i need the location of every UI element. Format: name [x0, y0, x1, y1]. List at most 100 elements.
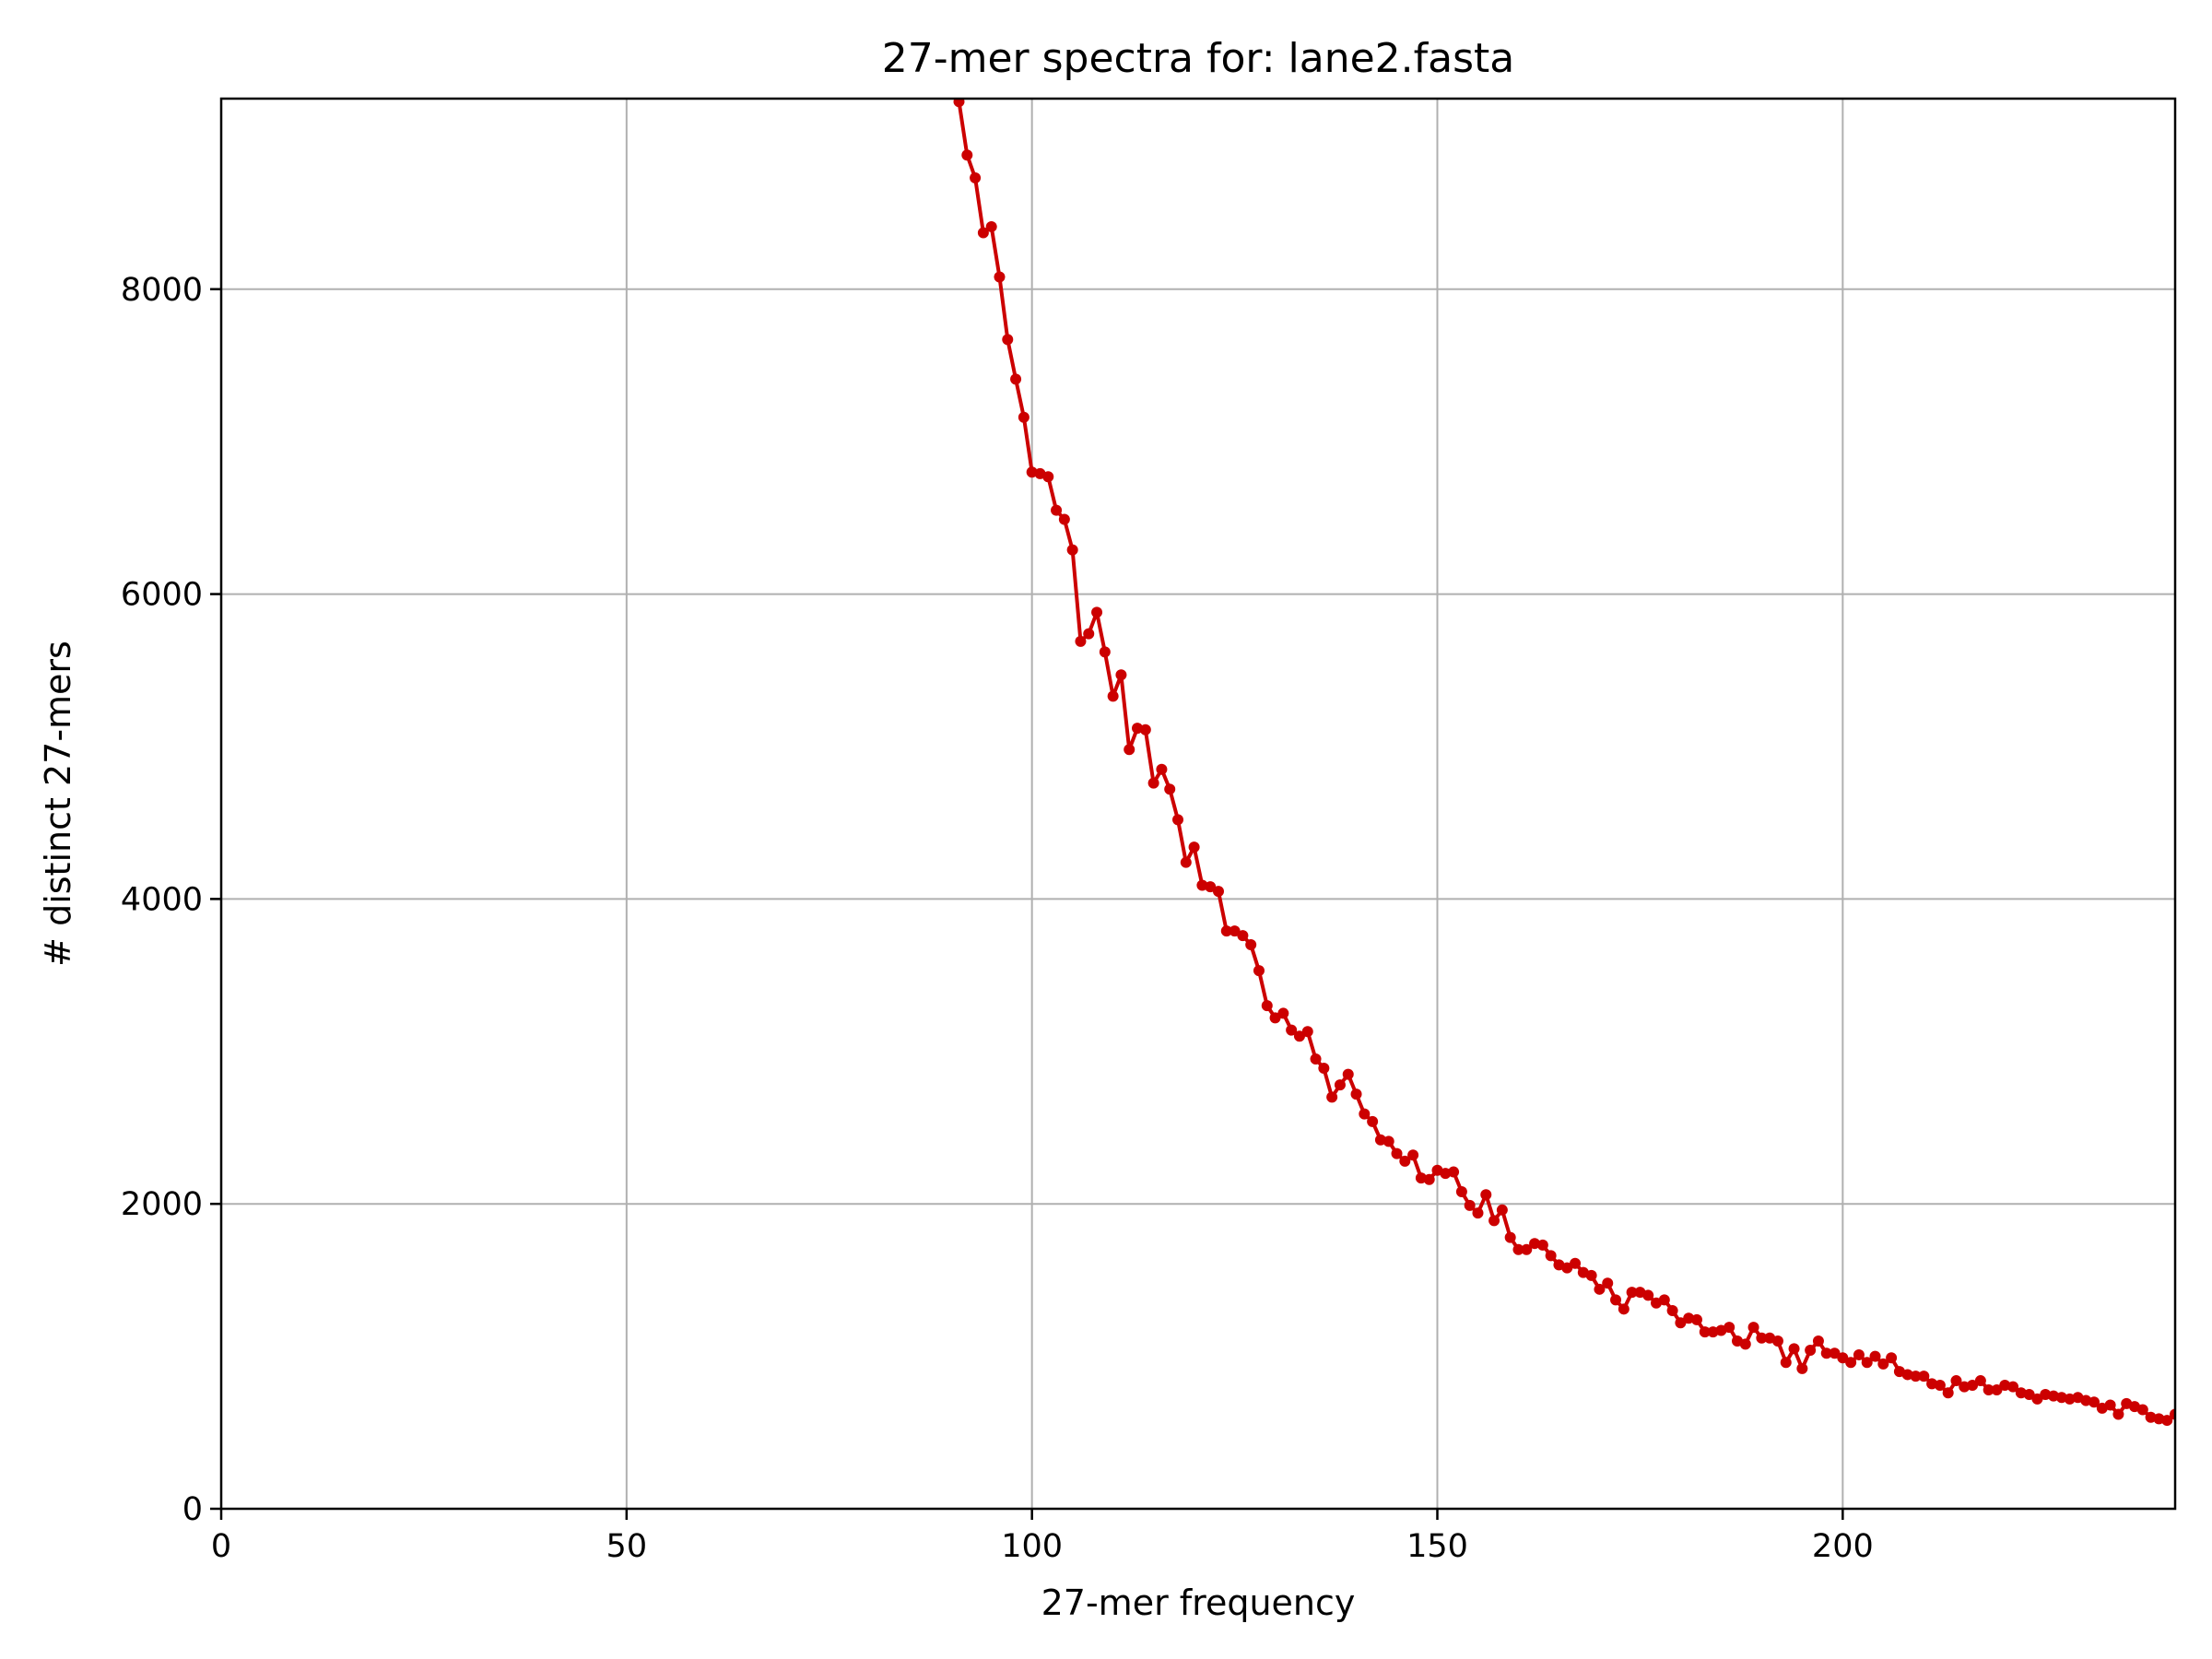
data-point	[1042, 471, 1054, 483]
data-point	[1950, 1375, 1962, 1387]
data-point	[1845, 1357, 1857, 1369]
data-point	[1066, 544, 1078, 556]
data-point	[1164, 783, 1176, 795]
data-point	[1147, 777, 1159, 789]
data-point	[2161, 1415, 2173, 1427]
data-point	[1407, 1149, 1419, 1161]
data-point	[1253, 965, 1265, 977]
data-point	[2136, 1404, 2148, 1416]
series-group	[953, 99, 2175, 1427]
data-point	[1350, 1088, 1362, 1100]
data-point	[1853, 1348, 1865, 1360]
data-point	[1423, 1173, 1435, 1185]
x-tick-label: 0	[211, 1528, 231, 1565]
data-point	[1115, 669, 1127, 681]
data-point	[1837, 1352, 1849, 1364]
data-point	[1334, 1079, 1346, 1091]
data-point	[1570, 1257, 1582, 1269]
data-point	[1536, 1239, 1548, 1251]
data-point	[1107, 690, 1119, 702]
data-point	[1326, 1091, 1338, 1103]
chart-title: 27-mer spectra for: lane2.fasta	[882, 35, 1515, 82]
data-point	[1739, 1338, 1751, 1350]
data-point	[1788, 1343, 1800, 1355]
data-point	[1229, 925, 1241, 937]
data-point	[1561, 1262, 1573, 1274]
data-point	[1342, 1068, 1354, 1080]
data-point	[1771, 1335, 1783, 1347]
y-tick-label: 0	[182, 1491, 203, 1528]
y-tick-label: 8000	[121, 272, 203, 309]
data-point	[1918, 1371, 1930, 1382]
data-point	[1261, 1000, 1273, 1012]
data-point	[1002, 334, 1014, 346]
data-point	[2023, 1388, 2035, 1400]
data-point	[2112, 1408, 2124, 1420]
data-point	[1269, 1012, 1281, 1024]
data-point	[1690, 1313, 1702, 1325]
data-point	[1496, 1204, 1508, 1216]
data-point	[1448, 1166, 1460, 1178]
data-point	[1018, 411, 1030, 423]
data-point	[985, 220, 997, 232]
data-point	[1724, 1322, 1735, 1334]
data-point	[1180, 856, 1192, 868]
data-point	[1983, 1383, 1994, 1395]
data-point	[1796, 1362, 1808, 1374]
data-point	[1780, 1357, 1792, 1369]
data-point	[1293, 1030, 1305, 1042]
data-point	[994, 271, 1006, 283]
plot-frame	[219, 97, 2177, 1511]
data-point	[1812, 1335, 1824, 1347]
data-point	[1464, 1199, 1476, 1211]
x-axis-label: 27-mer frequency	[1041, 1583, 1356, 1623]
data-point	[1391, 1147, 1403, 1159]
data-point	[970, 172, 982, 184]
data-point	[953, 99, 965, 108]
data-point	[2007, 1381, 2019, 1393]
data-point	[1756, 1332, 1768, 1344]
data-point	[1512, 1243, 1524, 1255]
data-point	[1310, 1053, 1322, 1065]
x-tick-label: 100	[1001, 1528, 1063, 1565]
data-point	[1091, 606, 1103, 618]
data-point	[1220, 925, 1232, 937]
data-point	[1942, 1387, 1954, 1399]
data-point	[1277, 1007, 1289, 1019]
data-point	[1083, 628, 1095, 640]
data-point	[1829, 1347, 1841, 1359]
data-point	[1675, 1317, 1687, 1329]
data-point	[1699, 1326, 1711, 1338]
data-point	[1010, 373, 1022, 385]
data-point	[1051, 504, 1063, 516]
data-point	[2088, 1396, 2100, 1408]
data-point	[1286, 1024, 1298, 1036]
x-tick-label: 200	[1812, 1528, 1874, 1565]
data-point	[1205, 881, 1217, 893]
data-point	[1188, 841, 1200, 853]
data-point	[1472, 1207, 1484, 1219]
data-point	[2104, 1399, 2116, 1411]
data-point	[1974, 1375, 1986, 1387]
data-point	[1666, 1304, 1678, 1316]
data-point	[977, 227, 989, 239]
x-tick-label: 150	[1406, 1528, 1468, 1565]
data-point	[2170, 1408, 2175, 1420]
data-point	[1099, 646, 1111, 658]
data-point	[1237, 930, 1249, 942]
data-point	[1869, 1350, 1881, 1362]
data-point	[1075, 635, 1087, 647]
data-point	[1212, 886, 1224, 898]
data-point	[1618, 1303, 1630, 1315]
data-point	[1967, 1380, 1979, 1392]
data-point	[1658, 1294, 1670, 1306]
data-point	[1610, 1294, 1622, 1306]
data-series	[953, 99, 2175, 1427]
data-point	[1602, 1277, 1614, 1289]
data-point	[1594, 1283, 1606, 1295]
data-point	[1359, 1108, 1371, 1120]
data-point	[1318, 1062, 1330, 1074]
y-tick-label: 6000	[121, 577, 203, 614]
